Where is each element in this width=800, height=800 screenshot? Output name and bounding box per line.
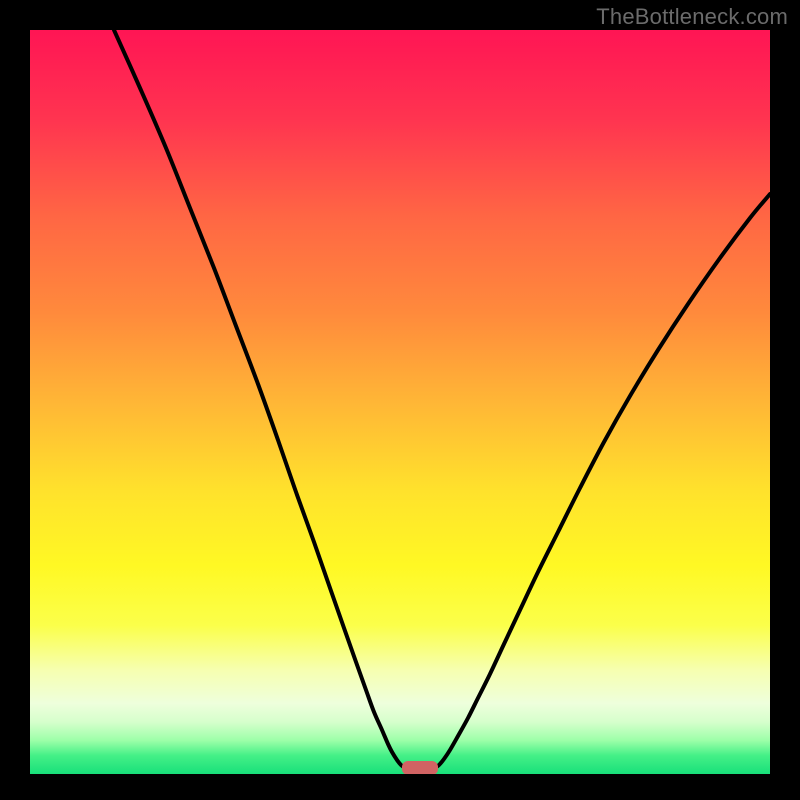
curves-layer	[30, 30, 770, 774]
min-marker	[402, 761, 438, 774]
chart-frame: TheBottleneck.com	[0, 0, 800, 800]
watermark-text: TheBottleneck.com	[596, 4, 788, 30]
plot-area	[30, 30, 770, 774]
curve-left-branch	[114, 30, 405, 768]
curve-right-branch	[435, 194, 770, 768]
